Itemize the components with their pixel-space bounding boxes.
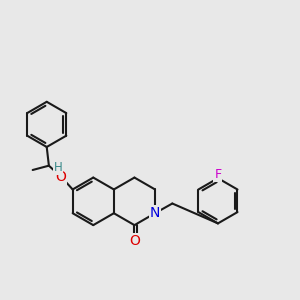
- Text: O: O: [55, 170, 66, 184]
- Text: F: F: [214, 168, 221, 181]
- Text: O: O: [129, 234, 140, 248]
- Text: N: N: [150, 206, 160, 220]
- Text: H: H: [54, 161, 62, 174]
